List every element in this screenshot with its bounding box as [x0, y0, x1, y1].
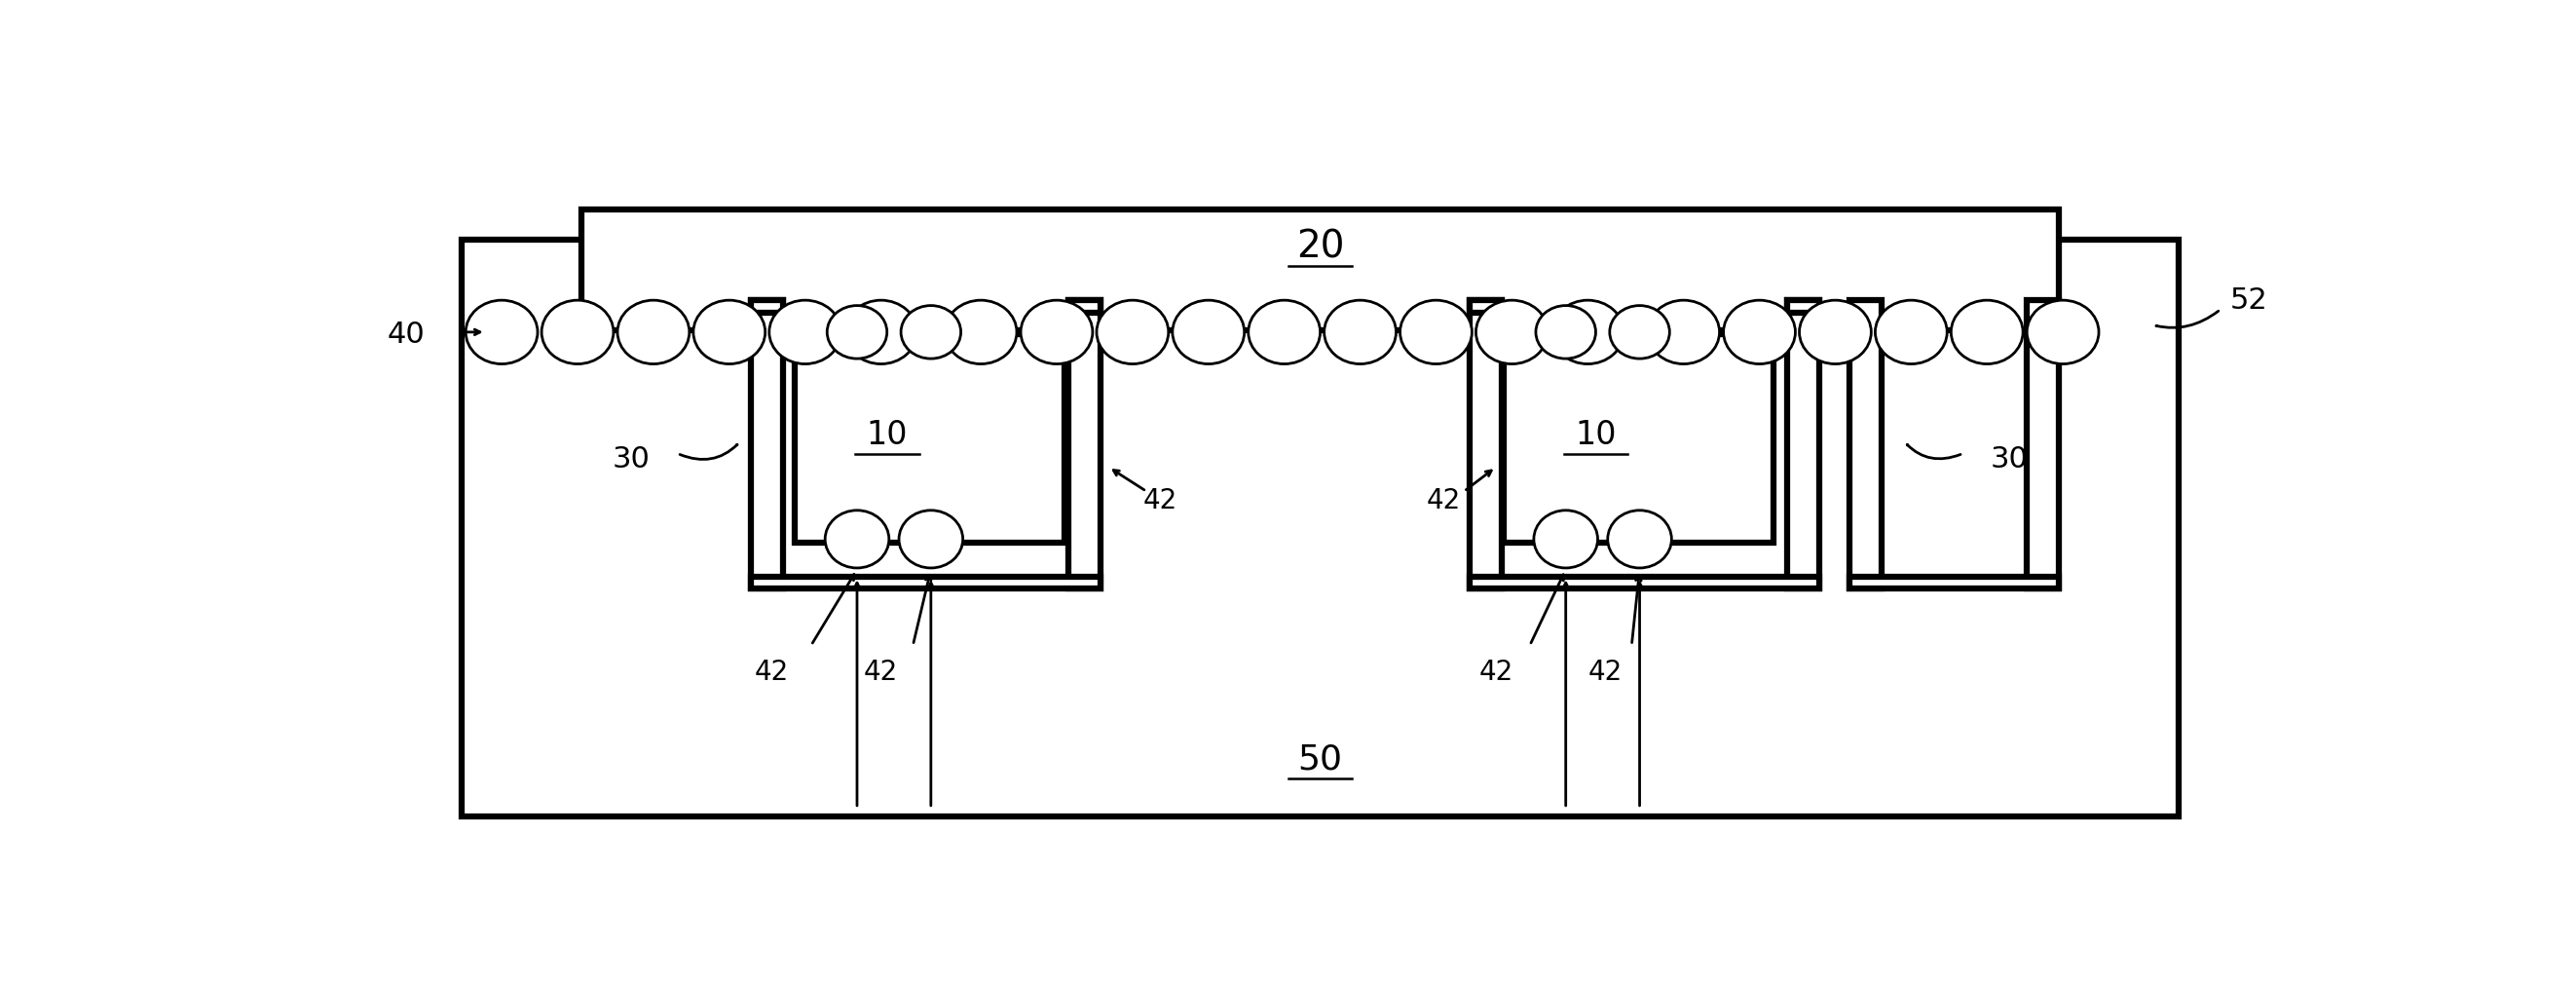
Ellipse shape	[1476, 300, 1548, 363]
Ellipse shape	[1798, 300, 1870, 363]
Text: 42: 42	[863, 658, 899, 686]
Ellipse shape	[1950, 300, 2022, 363]
Bar	[752, 300, 783, 588]
Ellipse shape	[770, 300, 840, 363]
Bar	[1504, 334, 1772, 543]
Text: 10: 10	[1574, 420, 1615, 451]
FancyArrowPatch shape	[1906, 444, 1960, 459]
Ellipse shape	[902, 305, 961, 359]
Text: 52: 52	[2231, 286, 2267, 314]
Text: 30: 30	[1991, 445, 2027, 474]
Ellipse shape	[541, 300, 613, 363]
Ellipse shape	[1172, 300, 1244, 363]
Ellipse shape	[1020, 300, 1092, 363]
Bar	[1471, 576, 1819, 588]
Ellipse shape	[618, 300, 690, 363]
Bar	[752, 300, 783, 312]
Text: 42: 42	[1427, 488, 1461, 515]
Bar	[1788, 300, 1819, 588]
Bar	[1471, 300, 1502, 312]
Ellipse shape	[2027, 300, 2099, 363]
Text: 40: 40	[386, 320, 425, 349]
Text: 42: 42	[1479, 658, 1512, 686]
Text: 30: 30	[613, 445, 649, 474]
Bar	[752, 576, 1100, 588]
Text: 10: 10	[866, 420, 907, 451]
Text: 42: 42	[1144, 488, 1177, 515]
Bar	[1069, 300, 1100, 312]
Ellipse shape	[899, 510, 963, 568]
Ellipse shape	[1097, 300, 1170, 363]
Bar	[1471, 300, 1502, 588]
Bar	[1069, 300, 1100, 588]
Bar	[582, 209, 2058, 331]
Ellipse shape	[1401, 300, 1471, 363]
Text: 42: 42	[1589, 658, 1623, 686]
Ellipse shape	[1649, 300, 1721, 363]
Bar	[461, 239, 2179, 816]
Ellipse shape	[466, 300, 538, 363]
Ellipse shape	[945, 300, 1018, 363]
Ellipse shape	[1723, 300, 1795, 363]
Ellipse shape	[1533, 510, 1597, 568]
Ellipse shape	[1607, 510, 1672, 568]
Ellipse shape	[1610, 305, 1669, 359]
Bar	[1850, 300, 1880, 588]
Ellipse shape	[824, 510, 889, 568]
Bar	[2027, 300, 2058, 588]
Ellipse shape	[1551, 300, 1623, 363]
Ellipse shape	[1875, 300, 1947, 363]
Ellipse shape	[1535, 305, 1595, 359]
FancyArrowPatch shape	[2156, 311, 2218, 328]
Bar	[1788, 300, 1819, 312]
Text: 20: 20	[1296, 229, 1345, 266]
Bar	[796, 334, 1064, 543]
Ellipse shape	[845, 300, 917, 363]
FancyArrowPatch shape	[680, 444, 737, 459]
Ellipse shape	[693, 300, 765, 363]
Ellipse shape	[827, 305, 886, 359]
Ellipse shape	[1249, 300, 1321, 363]
Bar	[1850, 576, 2058, 588]
Text: 50: 50	[1298, 743, 1342, 775]
Text: 42: 42	[755, 658, 788, 686]
Ellipse shape	[1324, 300, 1396, 363]
